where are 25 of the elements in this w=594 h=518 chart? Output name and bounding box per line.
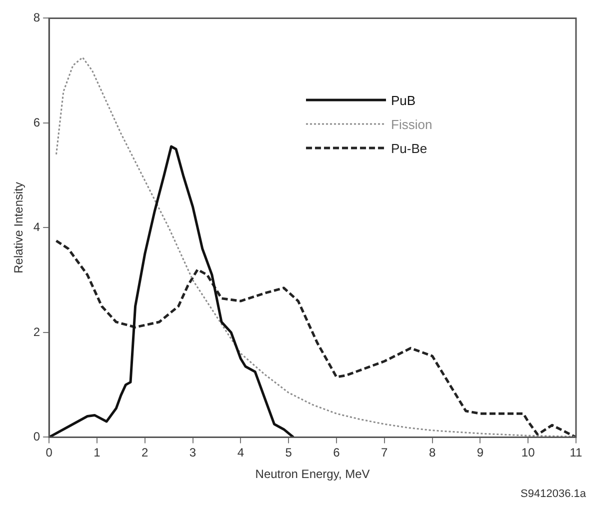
text: Fission — [391, 116, 432, 132]
line-series — [55, 240, 576, 438]
x-tick-label: 9 — [476, 446, 484, 460]
x-tick-label: 11 — [570, 446, 583, 460]
y-tick-label: 8 — [33, 10, 40, 25]
x-tick-label: 2 — [142, 446, 149, 460]
y-tick-label: 0 — [33, 430, 40, 444]
line-series — [56, 56, 576, 438]
x-tick-label: 5 — [285, 446, 292, 460]
text: PuB — [391, 92, 416, 108]
y-tick-label: 4 — [33, 220, 40, 234]
y-tick-label: 2 — [33, 324, 40, 339]
x-tick-label: 4 — [237, 446, 244, 460]
y-axis-title: Relative Intensity — [12, 182, 26, 274]
x-tick-label: 1 — [94, 446, 101, 460]
x-tick-label: 7 — [381, 446, 388, 460]
x-tick-label: 8 — [428, 446, 436, 460]
x-tick-label: 3 — [189, 446, 196, 460]
text: Pu-Be — [391, 140, 428, 156]
text: S9412036.1a — [520, 488, 586, 500]
x-tick-label: 10 — [521, 446, 536, 460]
x-axis-title: Neutron Energy, MeV — [255, 467, 370, 482]
x-tick-label: 6 — [333, 446, 340, 460]
y-tick-label: 6 — [33, 115, 40, 130]
x-tick-label: 0 — [46, 446, 53, 460]
